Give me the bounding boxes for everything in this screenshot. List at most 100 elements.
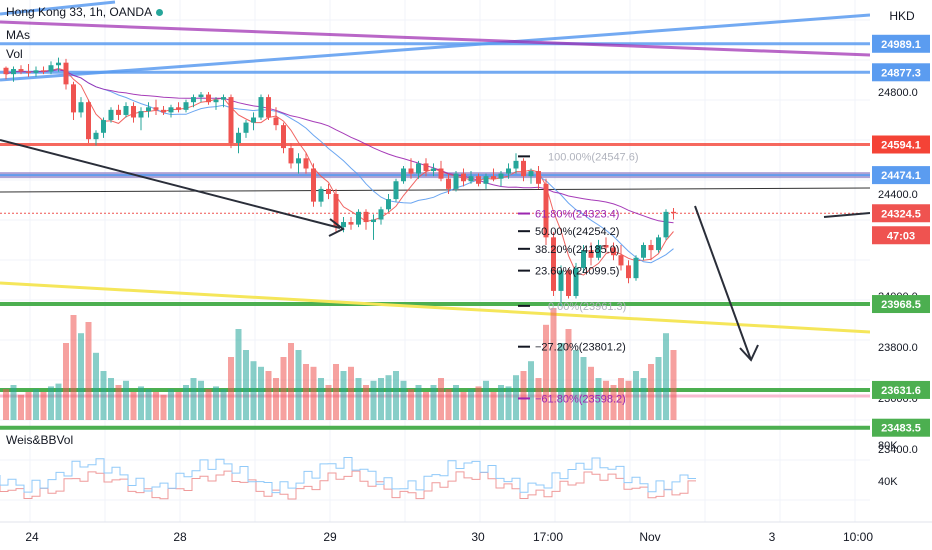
volume-bar xyxy=(355,378,362,420)
candle-body xyxy=(273,117,279,126)
volume-bar xyxy=(138,386,144,420)
volume-bar xyxy=(168,389,174,420)
candle-body xyxy=(506,168,511,174)
countdown-bg xyxy=(872,226,930,245)
candle-body xyxy=(431,168,436,172)
price-badge-bg xyxy=(872,63,930,82)
candle-body xyxy=(341,222,346,228)
fib-label: 100.00%(24547.6) xyxy=(548,151,639,163)
indicator-legend-weis[interactable]: Weis&BBVol xyxy=(6,433,74,447)
candle-body xyxy=(71,84,76,113)
volume-bar xyxy=(453,385,459,420)
volume-bar xyxy=(280,357,287,420)
candle-body xyxy=(663,211,669,238)
volume-bar xyxy=(115,385,122,420)
candle-body xyxy=(108,109,114,121)
volume-bar xyxy=(385,375,392,420)
weis-bbvol-pane xyxy=(0,457,696,500)
volume-bar xyxy=(325,385,332,420)
volume-bar xyxy=(100,371,107,420)
symbol-legend[interactable]: Hong Kong 33, 1h, OANDA xyxy=(6,5,164,19)
candle-body xyxy=(191,97,196,103)
candle-body xyxy=(281,125,286,149)
candle-body xyxy=(528,171,534,177)
volume-bar xyxy=(85,322,92,420)
volume-bar xyxy=(475,386,482,420)
volume-bar xyxy=(595,378,602,420)
volume-bar xyxy=(535,378,542,420)
price-badge-bg xyxy=(872,34,930,53)
weis-wave-up xyxy=(0,457,696,494)
volume-bar xyxy=(580,357,587,420)
candle-body xyxy=(603,245,609,248)
fib-label: 0.00%(23961.3) xyxy=(548,301,626,313)
candle-body xyxy=(513,160,519,169)
price-badge-bg xyxy=(872,380,930,399)
volume-bar xyxy=(430,385,437,420)
candle-body xyxy=(56,62,61,66)
price-badge-label: 23968.5 xyxy=(881,299,921,311)
candle-body xyxy=(498,173,504,179)
volume-bar xyxy=(10,385,17,420)
volume-bar xyxy=(123,380,129,420)
candle-body xyxy=(581,250,586,268)
volume-bar xyxy=(655,357,662,420)
candle-body xyxy=(318,188,324,202)
indicator-tick: 40K xyxy=(878,476,898,488)
ma-line-5 xyxy=(5,67,674,276)
indicator-legend-mas[interactable]: MAs xyxy=(6,28,30,42)
candle-body xyxy=(213,99,219,103)
volume-bar xyxy=(378,378,384,420)
fib-label: −61.80%(23598.2) xyxy=(535,393,626,405)
volume-bar xyxy=(160,394,167,420)
countdown-label: 47:03 xyxy=(887,230,915,242)
price-badge: 24594.1 xyxy=(872,135,930,154)
indicator-legend-vol[interactable]: Vol xyxy=(6,47,23,61)
price-tick: 23400.0 xyxy=(878,444,918,456)
candle-body xyxy=(168,107,174,113)
volume-bar xyxy=(640,378,647,420)
ma-line-30 xyxy=(5,69,674,224)
candle-body xyxy=(333,194,339,228)
candle-body xyxy=(536,171,541,184)
candle-body xyxy=(348,222,354,225)
volume-bar xyxy=(550,308,557,420)
candle-body xyxy=(131,106,136,118)
candle-body xyxy=(206,94,211,103)
volume-bar xyxy=(663,333,669,420)
fib-label: 50.00%(24254.2) xyxy=(535,226,619,238)
trendline-yellow xyxy=(0,281,871,334)
candle-body xyxy=(138,111,144,118)
price-tick: 24400.0 xyxy=(878,189,918,201)
volume-bar xyxy=(333,364,339,420)
volume-bar xyxy=(18,394,24,420)
volume-bar xyxy=(310,366,317,420)
volume-bar xyxy=(498,385,504,420)
volume-bar xyxy=(205,389,212,420)
candle-body xyxy=(468,176,474,182)
volume-bar xyxy=(588,366,594,420)
volume-bar xyxy=(235,329,242,420)
price-badge-bg xyxy=(872,418,930,437)
volume-bar xyxy=(250,361,257,420)
time-label: 17:00 xyxy=(533,530,563,544)
price-tick: 24800.0 xyxy=(878,87,918,99)
price-badge-label: 23631.6 xyxy=(881,385,921,397)
candle-body xyxy=(393,181,399,200)
volume-bar xyxy=(78,333,84,420)
candle-body xyxy=(221,97,226,100)
volume-bar xyxy=(318,378,324,420)
candle-body xyxy=(566,270,571,296)
price-badge: 23968.5 xyxy=(872,295,930,314)
arrowhead-left xyxy=(328,218,345,237)
candle-body xyxy=(311,168,316,202)
candle-body xyxy=(123,106,129,115)
candle-body xyxy=(656,237,661,251)
volume-bar xyxy=(243,350,249,420)
candle-body xyxy=(161,109,166,113)
volume-bar xyxy=(190,378,197,420)
price-axis: HKD24800.024400.024000.023800.023600.023… xyxy=(870,0,932,550)
time-label: Nov xyxy=(639,530,660,544)
candle-body xyxy=(356,211,361,225)
